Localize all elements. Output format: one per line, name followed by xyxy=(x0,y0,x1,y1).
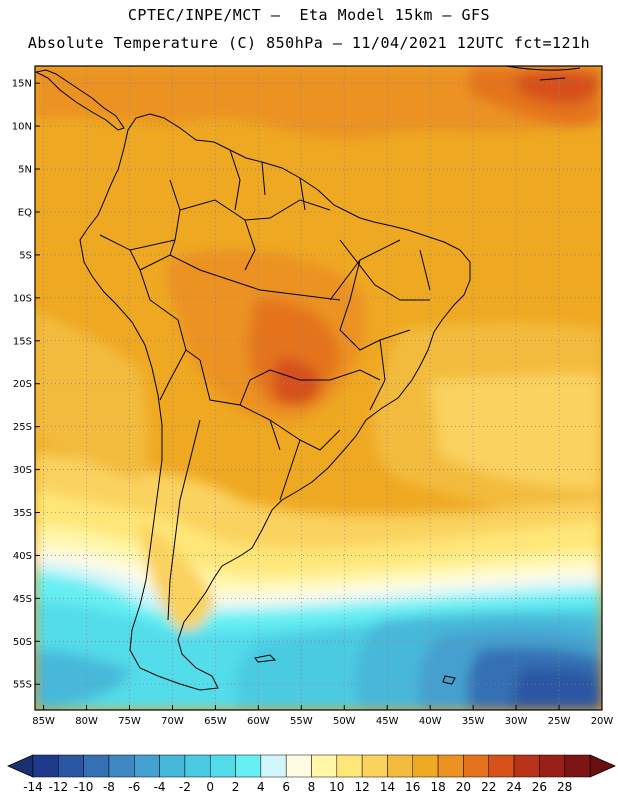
colorbar-label: -10 xyxy=(74,780,94,794)
colorbar-swatch xyxy=(209,754,236,778)
colorbar-labels: -14 -12 -10 -8 -6 -4 -2 0 2 4 6 8 10 12 14 16 18 20 22 24 26… xyxy=(23,780,572,794)
colorbar-over-arrow xyxy=(589,754,616,778)
colorbar-label: 2 xyxy=(232,780,240,794)
colorbar-label: 14 xyxy=(380,780,395,794)
colorbar-swatch xyxy=(184,754,211,778)
lat-tick-label: EQ xyxy=(18,207,32,218)
colorbar-label: 8 xyxy=(308,780,316,794)
colorbar-swatch xyxy=(235,754,262,778)
colorbar-label: -8 xyxy=(103,780,115,794)
colorbar-label: -6 xyxy=(128,780,140,794)
chart-title-line1: CPTEC/INPE/MCT — Eta Model 15km — GFS xyxy=(127,6,491,24)
colorbar-label: 24 xyxy=(506,780,521,794)
colorbar-swatch xyxy=(58,754,84,778)
colorbar-label: 28 xyxy=(557,780,572,794)
lat-tick-label: 15N xyxy=(12,79,32,90)
lat-tick-label: 20S xyxy=(13,379,32,390)
colorbar-swatch xyxy=(159,754,186,778)
colorbar-swatch xyxy=(311,754,338,778)
lat-tick-label: 10N xyxy=(12,122,32,133)
lon-tick-label: 50W xyxy=(333,716,356,727)
latitude-labels: 15N 10N 5N EQ 5S 10S 15S 20S 25S 30S 35S 40S 45S 50S 5… xyxy=(12,79,40,691)
lat-tick-label: 50S xyxy=(13,637,32,648)
colorbar-label: -4 xyxy=(154,780,166,794)
colorbar-swatch xyxy=(134,754,160,778)
colorbar-swatch xyxy=(513,754,540,778)
lon-tick-label: 30W xyxy=(505,716,528,727)
colorbar-swatch xyxy=(83,754,110,778)
colorbar-label: 0 xyxy=(206,780,214,794)
lat-tick-label: 10S xyxy=(13,293,32,304)
colorbar-label: 18 xyxy=(430,780,445,794)
colorbar-swatch xyxy=(437,754,464,778)
map-frame xyxy=(34,65,603,711)
colorbar-swatch xyxy=(564,754,591,778)
lon-tick-label: 60W xyxy=(247,716,270,727)
lat-tick-label: 45S xyxy=(13,594,32,605)
colorbar xyxy=(7,754,616,778)
colorbar-under-arrow xyxy=(7,754,34,778)
colorbar-swatch xyxy=(285,754,312,778)
lat-tick-label: 30S xyxy=(13,465,32,476)
lon-tick-label: 80W xyxy=(75,716,98,727)
colorbar-label: -2 xyxy=(179,780,191,794)
lon-tick-label: 35W xyxy=(462,716,485,727)
colorbar-label: 26 xyxy=(532,780,547,794)
colorbar-label: 20 xyxy=(456,780,471,794)
lat-tick-label: 55S xyxy=(13,680,32,691)
colorbar-label: 16 xyxy=(405,780,420,794)
country-borders xyxy=(35,69,471,691)
colorbar-swatch xyxy=(260,754,287,778)
lon-tick-label: 75W xyxy=(118,716,141,727)
longitude-labels: 85W 80W 75W 70W 65W 60W 55W 50W 45W 40W 35W 30W 25W 2… xyxy=(32,705,613,727)
colorbar-swatch xyxy=(539,754,565,778)
lat-tick-label: 15S xyxy=(13,336,32,347)
lon-tick-label: 85W xyxy=(32,716,55,727)
colorbar-swatch xyxy=(336,754,363,778)
lat-tick-label: 35S xyxy=(13,508,32,519)
lat-lon-grid xyxy=(35,66,602,710)
colorbar-label: -14 xyxy=(23,780,43,794)
lat-tick-label: 25S xyxy=(13,422,32,433)
colorbar-label: 10 xyxy=(329,780,344,794)
colorbar-label: 4 xyxy=(257,780,265,794)
colorbar-swatch xyxy=(32,754,59,778)
lon-tick-label: 40W xyxy=(419,716,442,727)
lon-tick-label: 45W xyxy=(376,716,399,727)
lon-tick-label: 25W xyxy=(548,716,571,727)
colorbar-swatch xyxy=(412,754,439,778)
chart-title-line2: Absolute Temperature (C) 850hPa — 11/04/… xyxy=(27,34,591,52)
island-outlines xyxy=(254,66,581,685)
lon-tick-label: 70W xyxy=(161,716,184,727)
lat-tick-label: 5N xyxy=(18,165,32,176)
lon-tick-label: 65W xyxy=(204,716,227,727)
colorbar-swatch xyxy=(361,754,388,778)
colorbar-swatch xyxy=(387,754,414,778)
lat-tick-label: 5S xyxy=(19,250,32,261)
colorbar-label: -12 xyxy=(49,780,69,794)
lon-tick-label: 55W xyxy=(290,716,313,727)
colorbar-label: 22 xyxy=(481,780,496,794)
colorbar-label: 6 xyxy=(282,780,290,794)
colorbar-swatch xyxy=(488,754,515,778)
lon-tick-label: 20W xyxy=(591,716,614,727)
colorbar-swatch xyxy=(463,754,489,778)
lat-tick-label: 40S xyxy=(13,551,32,562)
colorbar-swatch xyxy=(108,754,135,778)
colorbar-label: 12 xyxy=(354,780,369,794)
